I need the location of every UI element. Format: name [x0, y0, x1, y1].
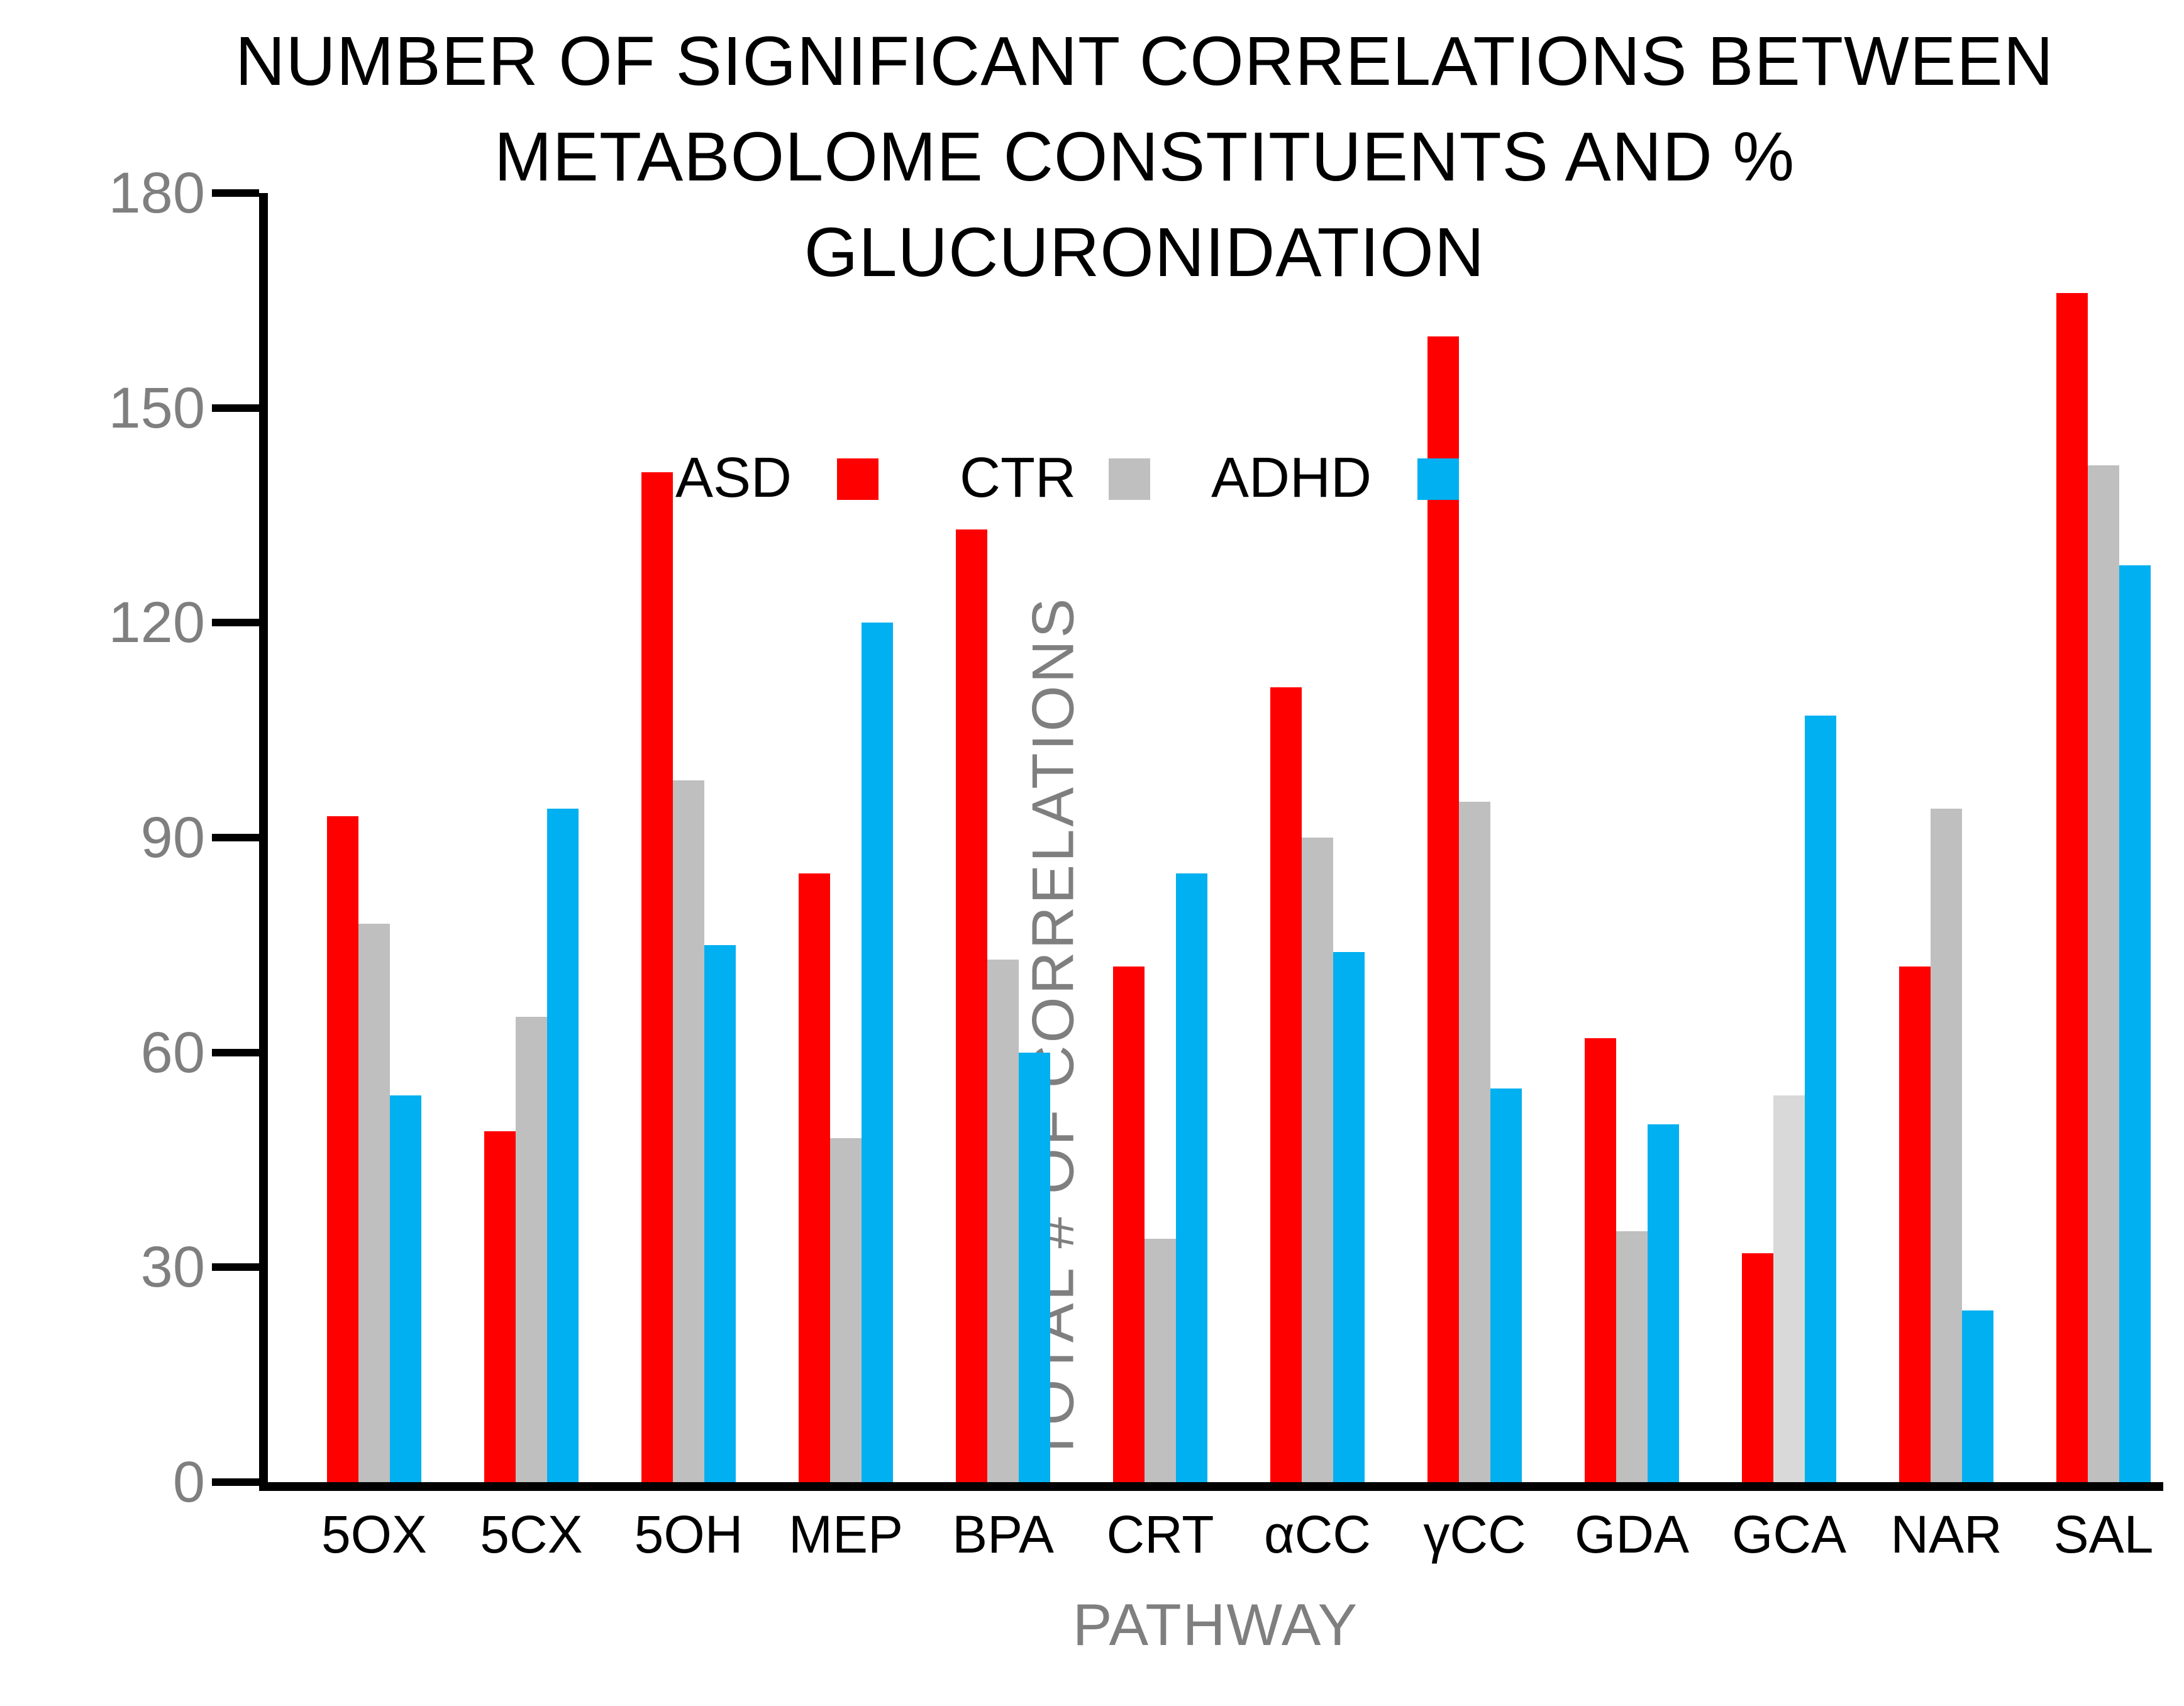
- bar-SAL-ASD: [2056, 293, 2088, 1482]
- bar-group-NAR: [1899, 193, 1993, 1482]
- y-tick-mark-0: [212, 1478, 259, 1486]
- bar-BPA-ADHD: [1019, 1052, 1050, 1482]
- bar-group-MEP: [799, 193, 893, 1482]
- bar-SAL-ADHD: [2119, 565, 2151, 1482]
- bar-γCC-CTR: [1459, 802, 1490, 1482]
- x-category-label-γCC: γCC: [1423, 1505, 1526, 1564]
- y-tick-label-0: 0: [172, 1450, 205, 1514]
- x-category-label-αCC: αCC: [1264, 1505, 1371, 1564]
- bar-5CX-ASD: [484, 1131, 516, 1482]
- bar-group-5OH: [641, 193, 736, 1482]
- chart-title-line-2: METABOLOME CONSTITUENTS AND % GLUCURONID…: [494, 118, 1795, 291]
- bar-CRT-ADHD: [1176, 873, 1207, 1482]
- bar-group-GDA: [1585, 193, 1679, 1482]
- y-tick-mark-120: [212, 619, 259, 627]
- bar-5OH-CTR: [673, 780, 704, 1482]
- bar-group-CRT: [1113, 193, 1207, 1482]
- plot-area: TOTAL # OF CORRELATIONS 0 30 60 90 120 150 180…: [109, 161, 2163, 1514]
- legend-label-ASD: ASD: [675, 446, 792, 509]
- bar-group-GCA: [1742, 193, 1836, 1482]
- bar-group-5OX: [327, 193, 421, 1482]
- legend-swatch-CTR: [1109, 458, 1150, 500]
- bar-group-SAL: [2056, 193, 2151, 1482]
- bar-MEP-CTR: [830, 1138, 862, 1482]
- x-category-label-SAL: SAL: [2053, 1505, 2154, 1564]
- y-tick-mark-150: [212, 404, 259, 412]
- bar-5OX-CTR: [358, 923, 390, 1482]
- bar-αCC-CTR: [1302, 838, 1333, 1482]
- bar-5CX-ADHD: [547, 809, 579, 1482]
- bar-group-5CX: [484, 193, 579, 1482]
- y-tick-label-60: 60: [140, 1020, 205, 1085]
- bar-γCC-ADHD: [1490, 1088, 1522, 1482]
- y-tick-mark-90: [212, 834, 259, 841]
- bar-CRT-ASD: [1113, 967, 1145, 1482]
- bar-CRT-CTR: [1145, 1238, 1176, 1482]
- bar-GCA-ASD: [1742, 1253, 1773, 1482]
- bar-GDA-CTR: [1616, 1231, 1648, 1482]
- y-tick-mark-30: [212, 1263, 259, 1271]
- bar-GCA-ADHD: [1805, 716, 1836, 1482]
- bar-GDA-ASD: [1585, 1038, 1616, 1482]
- x-category-label-5OX: 5OX: [321, 1505, 428, 1564]
- x-category-label-5CX: 5CX: [480, 1505, 583, 1564]
- x-category-label-CRT: CRT: [1106, 1505, 1214, 1564]
- bar-5OH-ASD: [641, 472, 673, 1482]
- bar-group-γCC: [1427, 193, 1522, 1482]
- bar-5CX-CTR: [516, 1016, 547, 1482]
- bar-group-BPA: [956, 193, 1050, 1482]
- bar-MEP-ADHD: [862, 623, 893, 1482]
- x-category-label-5OH: 5OH: [634, 1505, 743, 1564]
- bar-NAR-CTR: [1931, 809, 1962, 1482]
- x-category-label-GDA: GDA: [1574, 1505, 1690, 1564]
- y-tick-label-180: 180: [108, 161, 206, 225]
- bar-GDA-ADHD: [1648, 1124, 1679, 1482]
- x-category-label-NAR: NAR: [1890, 1505, 2002, 1564]
- y-tick-label-30: 30: [140, 1235, 205, 1300]
- bar-αCC-ADHD: [1333, 952, 1365, 1482]
- bar-5OX-ADHD: [390, 1095, 421, 1482]
- y-tick-mark-180: [212, 189, 259, 197]
- y-tick-label-120: 120: [108, 590, 206, 655]
- bar-5OH-ADHD: [704, 944, 736, 1482]
- legend-label-ADHD: ADHD: [1211, 446, 1372, 509]
- chart-title: NUMBER OF SIGNIFICANT CORRELATIONS BETWE…: [189, 14, 2100, 301]
- bar-group-αCC: [1270, 193, 1365, 1482]
- bar-γCC-ASD: [1427, 336, 1459, 1482]
- bar-NAR-ASD: [1899, 967, 1931, 1482]
- legend-swatch-ASD: [837, 458, 879, 500]
- y-tick-label-150: 150: [108, 375, 206, 440]
- y-tick-mark-60: [212, 1048, 259, 1056]
- legend-label-CTR: CTR: [960, 446, 1076, 509]
- x-category-label-GCA: GCA: [1731, 1505, 1847, 1564]
- chart-title-line-1: NUMBER OF SIGNIFICANT CORRELATIONS BETWE…: [235, 23, 2054, 100]
- bar-5OX-ASD: [327, 816, 358, 1482]
- bar-GCA-CTR: [1773, 1095, 1805, 1482]
- bar-BPA-CTR: [987, 959, 1019, 1482]
- legend-swatch-ADHD: [1417, 458, 1459, 500]
- x-axis-title: PATHWAY: [1072, 1592, 1359, 1658]
- x-category-label-MEP: MEP: [788, 1505, 904, 1564]
- x-category-label-BPA: BPA: [952, 1505, 1054, 1564]
- bar-αCC-ASD: [1270, 687, 1302, 1482]
- bar-BPA-ASD: [956, 529, 987, 1482]
- y-tick-label-90: 90: [140, 806, 205, 870]
- bar-NAR-ADHD: [1962, 1310, 1993, 1482]
- bar-MEP-ASD: [799, 873, 830, 1482]
- bar-SAL-CTR: [2088, 465, 2119, 1482]
